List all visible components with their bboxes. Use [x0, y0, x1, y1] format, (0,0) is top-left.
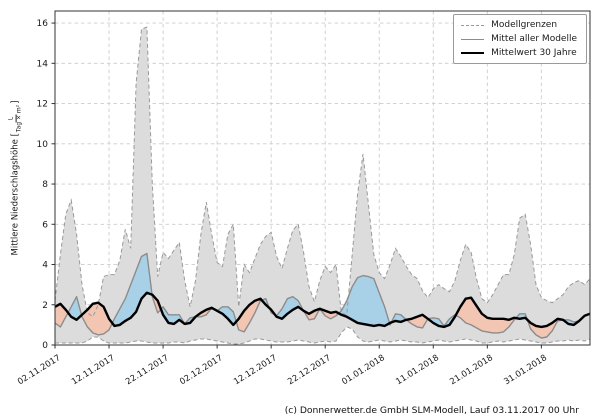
- lower-model-bound-line: [55, 326, 591, 345]
- y-tick-label: 12: [37, 100, 48, 110]
- y-tick-label: 16: [37, 19, 49, 29]
- x-tick-label: 02.11.2017: [16, 353, 63, 387]
- legend: Modellgrenzen Mittel aller Modelle Mitte…: [453, 14, 587, 64]
- model-mean-line: [54, 252, 591, 339]
- y-axis-unit-fraction: L Tag × m²: [8, 104, 24, 133]
- x-tick-label: 31.01.2018: [502, 353, 549, 387]
- x-tick-label: 02.12.2017: [178, 353, 225, 387]
- wetter-than-normal-area: [275, 296, 304, 319]
- y-tick-label: 4: [42, 261, 48, 271]
- y-tick-label: 8: [42, 180, 48, 190]
- legend-label: Mittel aller Modelle: [491, 34, 577, 44]
- legend-item-model-mean: Mittel aller Modelle: [461, 34, 577, 44]
- black-line-swatch-icon: [461, 52, 485, 54]
- model-range-band: [55, 27, 590, 344]
- legend-label: Modellgrenzen: [491, 20, 558, 30]
- y-tick-label: 0: [42, 341, 48, 351]
- y-tick-label: 6: [42, 220, 48, 230]
- x-tick-label: 22.12.2017: [286, 353, 333, 387]
- y-axis-label: Mittlere Niederschlagshöhe [L Tag × m²]: [8, 100, 24, 256]
- y-tick-label: 10: [37, 140, 49, 150]
- drier-than-normal-area: [406, 314, 428, 328]
- plot-border: [54, 10, 591, 346]
- x-tick-label: 12.11.2017: [70, 353, 117, 387]
- wetter-than-normal-area: [217, 306, 237, 325]
- y-axis-label-text: Mittlere Niederschlagshöhe [: [11, 133, 21, 256]
- x-tick-label: 01.01.2018: [340, 353, 387, 387]
- x-tick-label: 22.11.2017: [124, 353, 171, 387]
- dashed-line-swatch-icon: [461, 24, 485, 26]
- x-tick-label: 12.12.2017: [232, 353, 279, 387]
- y-axis-label-close-bracket: ]: [11, 100, 21, 104]
- y-axis: 0 2 4 6 8 10 12 14 16: [37, 19, 55, 351]
- legend-item-climate-mean: Mittelwert 30 Jahre: [461, 48, 577, 58]
- x-axis: 02.11.2017 12.11.2017 22.11.2017 02.12.2017…: [16, 345, 549, 387]
- drier-than-normal-area: [236, 298, 262, 332]
- upper-model-bound-line: [54, 26, 591, 318]
- climate-mean-line: [54, 291, 591, 329]
- y-axis-unit-denominator: Tag × m²: [15, 104, 23, 133]
- model-range-band: [55, 27, 590, 344]
- legend-label: Mittelwert 30 Jahre: [491, 48, 577, 58]
- wetter-than-normal-area: [112, 253, 152, 326]
- y-tick-label: 2: [42, 301, 48, 311]
- wetter-than-normal-area: [68, 296, 82, 320]
- x-tick-label: 11.01.2018: [394, 353, 441, 387]
- drier-than-normal-area: [152, 294, 161, 313]
- gray-line-swatch-icon: [461, 38, 485, 40]
- x-tick-label: 21.01.2018: [448, 353, 495, 387]
- y-tick-label: 14: [37, 59, 49, 69]
- drier-than-normal-area: [527, 318, 563, 338]
- legend-item-model-bounds: Modellgrenzen: [461, 20, 577, 30]
- copyright-caption: (c) Donnerwetter.de GmbH SLM-Modell, Lau…: [284, 405, 579, 416]
